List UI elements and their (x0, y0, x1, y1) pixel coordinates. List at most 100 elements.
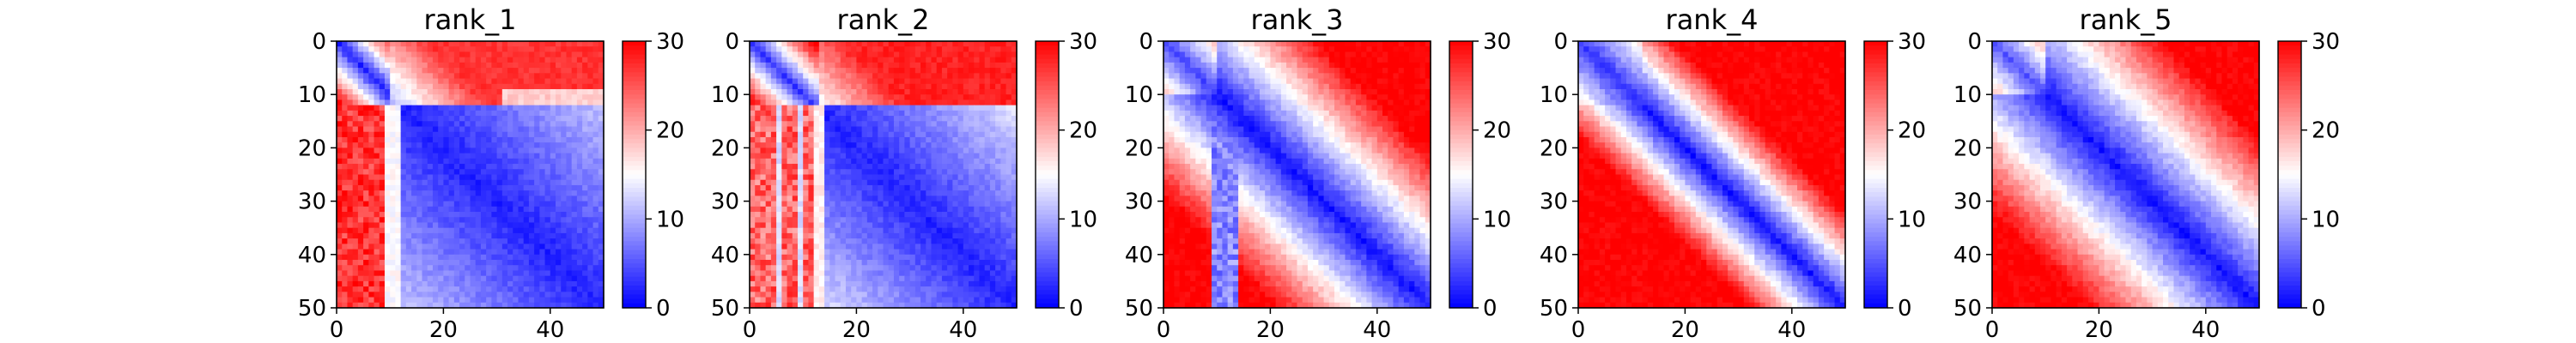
heatmap-cell (496, 158, 503, 165)
colorbar-segment (623, 156, 646, 162)
heatmap-cell (856, 280, 863, 287)
heatmap-cell (893, 57, 900, 63)
heatmap-cell (571, 83, 578, 90)
colorbar-segment (623, 258, 646, 264)
heatmap-cell (556, 265, 562, 272)
heatmap-cell (528, 174, 535, 181)
heatmap-cell (427, 83, 434, 90)
heatmap-cell (952, 73, 959, 80)
heatmap-cell (984, 88, 991, 95)
heatmap-cell (491, 136, 498, 143)
heatmap-cell (571, 238, 578, 244)
heatmap-cell (384, 41, 391, 47)
heatmap-cell (979, 179, 986, 186)
heatmap-cell (513, 292, 519, 298)
heatmap-cell (347, 260, 354, 266)
heatmap-cell (571, 275, 578, 282)
heatmap-cell (936, 164, 943, 170)
heatmap-cell (989, 46, 996, 53)
heatmap-cell (571, 254, 578, 261)
heatmap-cell (405, 158, 412, 165)
heatmap-cell (384, 158, 391, 165)
heatmap-cell (781, 83, 788, 90)
heatmap-cell (765, 275, 772, 282)
heatmap-cell (845, 232, 852, 239)
heatmap-cell (411, 217, 417, 224)
heatmap-cell (561, 126, 568, 133)
heatmap-cell (835, 212, 841, 218)
heatmap-cell (400, 206, 407, 213)
heatmap-cell (416, 249, 423, 256)
heatmap-cell (357, 83, 364, 90)
heatmap-cell (556, 83, 562, 90)
heatmap-cell (518, 164, 525, 170)
heatmap-cell (1005, 51, 1012, 58)
heatmap-cell (969, 286, 975, 292)
heatmap-cell (947, 46, 953, 53)
heatmap-cell (787, 153, 793, 159)
heatmap-cell (989, 105, 996, 111)
heatmap-cell (920, 158, 927, 165)
heatmap-cell (534, 136, 540, 143)
heatmap-cell (941, 179, 948, 186)
heatmap-cell (920, 179, 927, 186)
heatmap-cell (835, 68, 841, 74)
heatmap-cell (755, 206, 762, 213)
heatmap-cell (379, 238, 386, 244)
heatmap-cell (556, 196, 562, 202)
heatmap-cell (390, 94, 397, 101)
heatmap-cell (856, 265, 863, 272)
heatmap-cell (813, 94, 820, 101)
heatmap-cell (808, 280, 815, 287)
heatmap-cell (470, 212, 477, 218)
heatmap-cell (453, 184, 460, 191)
heatmap-cell (914, 126, 921, 133)
heatmap-cell (1000, 222, 1007, 229)
heatmap-cell (893, 286, 900, 292)
heatmap-cell (384, 99, 391, 106)
heatmap-cell (357, 169, 364, 176)
heatmap-cell (501, 297, 508, 304)
heatmap-cell (566, 41, 573, 47)
heatmap-cell (523, 121, 530, 128)
heatmap-cell (598, 238, 605, 244)
heatmap-cell (534, 126, 540, 133)
heatmap-cell (824, 121, 830, 128)
heatmap-cell (760, 249, 767, 256)
heatmap-cell (845, 94, 852, 101)
heatmap-cell (920, 201, 927, 208)
heatmap-cell (829, 57, 836, 63)
heatmap-cell (755, 105, 762, 111)
heatmap-cell (1005, 238, 1012, 244)
heatmap-cell (342, 142, 349, 148)
heatmap-cell (755, 190, 762, 196)
heatmap-cell (952, 249, 959, 256)
heatmap-cell (518, 179, 525, 186)
heatmap-cell (395, 158, 402, 165)
heatmap-cell (475, 190, 482, 196)
heatmap-cell (453, 153, 460, 159)
heatmap-cell (995, 110, 1001, 117)
heatmap-cell (523, 190, 530, 196)
heatmap-cell (416, 83, 423, 90)
heatmap-cell (405, 94, 412, 101)
heatmap-cell (438, 158, 444, 165)
heatmap-cell (979, 249, 986, 256)
heatmap-cell (582, 126, 588, 133)
heatmap-cell (813, 206, 820, 213)
heatmap-cell (587, 94, 594, 101)
heatmap-cell (379, 41, 386, 47)
colorbar-segment (623, 205, 646, 211)
heatmap-cell (422, 179, 428, 186)
heatmap-cell (448, 244, 455, 250)
heatmap-cell (598, 169, 605, 176)
heatmap-cell (824, 131, 830, 138)
heatmap-cell (432, 131, 439, 138)
heatmap-cell (448, 147, 455, 154)
heatmap-cell (587, 232, 594, 239)
heatmap-cell (571, 232, 578, 239)
heatmap-cell (448, 254, 455, 261)
heatmap-cell (342, 265, 349, 272)
heatmap-cell (845, 254, 852, 261)
heatmap-cell (438, 286, 444, 292)
